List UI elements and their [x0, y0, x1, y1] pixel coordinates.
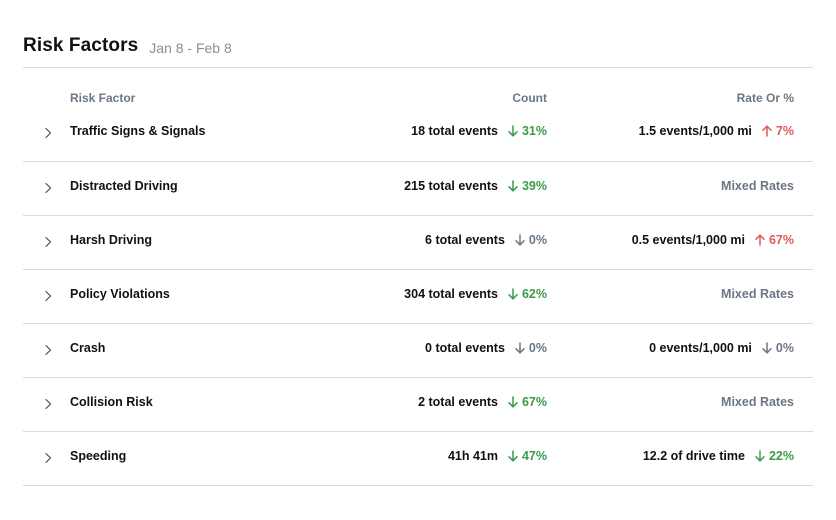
table-header: Risk Factor Count Rate Or % — [23, 68, 813, 117]
risk-factor-name: Distracted Driving — [70, 179, 178, 193]
rate-trend: 67% — [755, 233, 794, 247]
risk-factor-name: Crash — [70, 341, 106, 355]
arrow-up-icon — [755, 234, 769, 246]
count-trend-value: 39% — [521, 179, 547, 193]
table-row[interactable]: Collision Risk 2 total events 67% Mixed Rat… — [23, 378, 813, 432]
arrow-down-icon — [515, 234, 529, 246]
count-trend-value: 0% — [528, 341, 547, 355]
risk-factor-name: Collision Risk — [70, 395, 153, 409]
count-trend-value: 0% — [528, 233, 547, 247]
arrow-down-icon — [508, 450, 522, 462]
risk-factor-name: Policy Violations — [70, 287, 170, 301]
table-row[interactable]: Traffic Signs & Signals 18 total events 31… — [23, 117, 813, 162]
count-trend: 62% — [508, 287, 547, 301]
count-cell: 2 total events 67% — [418, 395, 547, 409]
chevron-right-icon[interactable] — [43, 344, 53, 356]
count-trend: 0% — [515, 341, 547, 355]
card-header: Risk Factors Jan 8 - Feb 8 — [23, 0, 813, 68]
table-row[interactable]: Distracted Driving 215 total events 39% Mix… — [23, 162, 813, 216]
rate-cell: Mixed Rates — [721, 179, 794, 193]
risk-factors-card: Risk Factors Jan 8 - Feb 8 Risk Factor C… — [23, 0, 813, 486]
count-trend: 39% — [508, 179, 547, 193]
rate-trend-value: 67% — [768, 233, 794, 247]
count-cell: 41h 41m 47% — [448, 449, 547, 463]
count-cell: 215 total events 39% — [404, 179, 547, 193]
count-value: 0 total events — [425, 341, 505, 355]
rate-trend-value: 22% — [768, 449, 794, 463]
count-trend: 0% — [515, 233, 547, 247]
rate-value: 12.2 of drive time — [642, 449, 745, 463]
rate-cell: Mixed Rates — [721, 287, 794, 301]
arrow-up-icon — [762, 125, 776, 137]
column-header-risk-factor: Risk Factor — [70, 91, 136, 105]
rate-cell: 12.2 of drive time 22% — [643, 449, 794, 463]
count-value: 2 total events — [418, 395, 498, 409]
rate-trend: 7% — [762, 124, 794, 138]
chevron-right-icon[interactable] — [43, 290, 53, 302]
rate-cell: Mixed Rates — [721, 395, 794, 409]
chevron-right-icon[interactable] — [43, 398, 53, 410]
arrow-down-icon — [508, 125, 522, 137]
count-cell: 0 total events 0% — [425, 341, 547, 355]
column-header-count: Count — [512, 91, 547, 105]
chevron-right-icon[interactable] — [43, 236, 53, 248]
rate-value: 0.5 events/1,000 mi — [631, 233, 745, 247]
count-value: 18 total events — [411, 124, 498, 138]
arrow-down-icon — [508, 396, 522, 408]
count-value: 215 total events — [404, 179, 498, 193]
mixed-rates-label: Mixed Rates — [721, 287, 794, 301]
risk-factor-table: Traffic Signs & Signals 18 total events 31… — [23, 117, 813, 486]
arrow-down-icon — [755, 450, 769, 462]
chevron-right-icon[interactable] — [43, 182, 53, 194]
rate-cell: 1.5 events/1,000 mi 7% — [639, 124, 794, 138]
mixed-rates-label: Mixed Rates — [721, 395, 794, 409]
rate-cell: 0.5 events/1,000 mi 67% — [632, 233, 794, 247]
count-trend: 47% — [508, 449, 547, 463]
count-cell: 6 total events 0% — [425, 233, 547, 247]
table-row[interactable]: Policy Violations 304 total events 62% Mixe… — [23, 270, 813, 324]
page-title: Risk Factors — [23, 35, 139, 56]
rate-value: 0 events/1,000 mi — [649, 341, 752, 355]
arrow-down-icon — [515, 342, 529, 354]
arrow-down-icon — [508, 180, 522, 192]
mixed-rates-label: Mixed Rates — [721, 179, 794, 193]
rate-trend: 0% — [762, 341, 794, 355]
count-value: 6 total events — [425, 233, 505, 247]
table-row[interactable]: Harsh Driving 6 total events 0% 0.5 events/… — [23, 216, 813, 270]
count-trend-value: 67% — [521, 395, 547, 409]
count-trend: 67% — [508, 395, 547, 409]
count-trend: 31% — [508, 124, 547, 138]
chevron-right-icon[interactable] — [43, 127, 53, 139]
count-value: 304 total events — [404, 287, 498, 301]
rate-trend-value: 7% — [775, 124, 794, 138]
chevron-right-icon[interactable] — [43, 452, 53, 464]
count-trend-value: 62% — [521, 287, 547, 301]
risk-factor-name: Harsh Driving — [70, 233, 152, 247]
arrow-down-icon — [508, 288, 522, 300]
count-trend-value: 31% — [521, 124, 547, 138]
count-trend-value: 47% — [521, 449, 547, 463]
risk-factor-name: Speeding — [70, 449, 127, 463]
count-value: 41h 41m — [447, 449, 498, 463]
rate-trend: 22% — [755, 449, 794, 463]
arrow-down-icon — [762, 342, 776, 354]
column-header-rate: Rate Or % — [736, 91, 794, 105]
date-range: Jan 8 - Feb 8 — [149, 40, 232, 56]
table-row[interactable]: Crash 0 total events 0% 0 events/1,000 mi 0% — [23, 324, 813, 378]
count-cell: 18 total events 31% — [411, 124, 547, 138]
rate-trend-value: 0% — [775, 341, 794, 355]
risk-factor-name: Traffic Signs & Signals — [70, 124, 206, 138]
rate-value: 1.5 events/1,000 mi — [638, 124, 752, 138]
count-cell: 304 total events 62% — [404, 287, 547, 301]
table-row[interactable]: Speeding 41h 41m 47% 12.2 of drive time 22% — [23, 432, 813, 486]
rate-cell: 0 events/1,000 mi 0% — [649, 341, 794, 355]
